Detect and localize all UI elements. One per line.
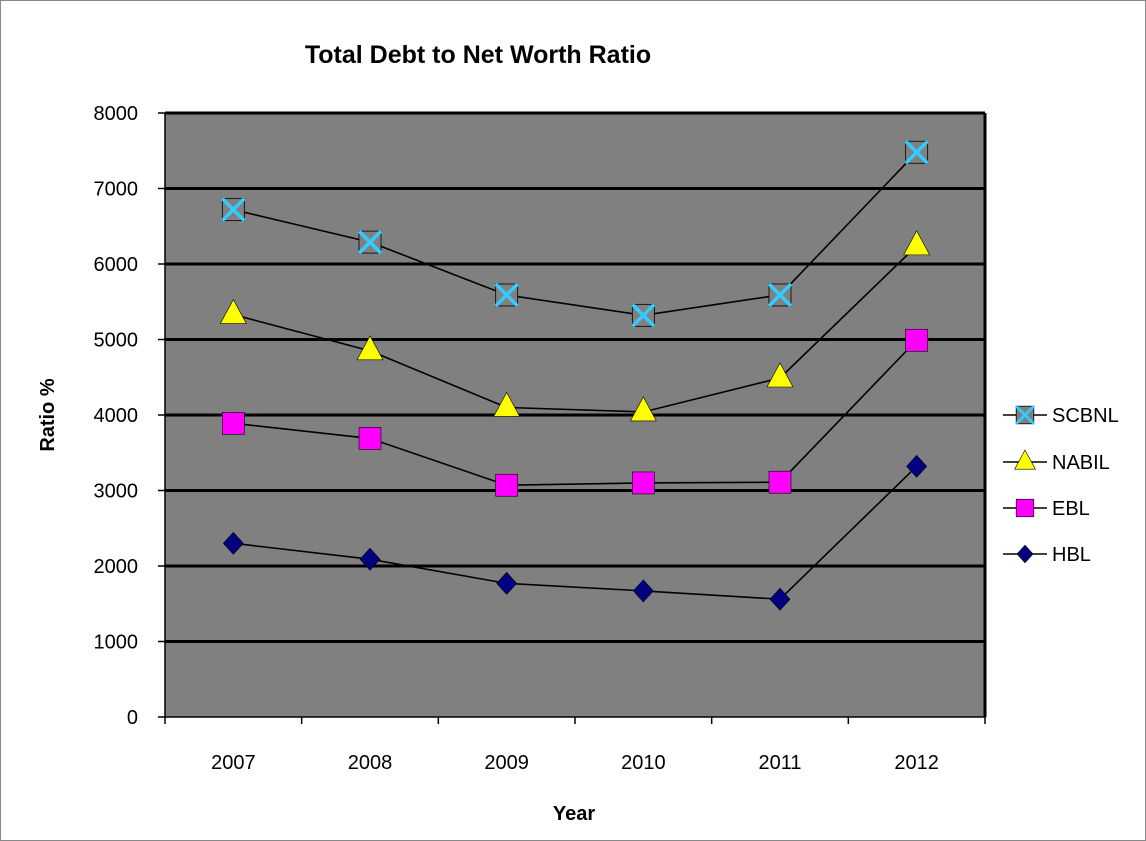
legend-marker-scbnl <box>1015 405 1035 425</box>
data-point-nabil <box>219 298 247 324</box>
data-point-ebl <box>632 471 655 495</box>
chart-title: Total Debt to Net Worth Ratio <box>305 41 651 69</box>
marker-stroke <box>767 282 793 308</box>
plot-area: 0 1000 2000 3000 4000 5000 6000 7000 8000 2007 200… <box>94 103 987 774</box>
data-point-scbnl <box>767 282 793 308</box>
data-point-nabil <box>766 362 794 388</box>
y-tick-label: 3000 <box>94 481 139 503</box>
x-axis-title: Year <box>553 803 595 825</box>
x-tick-label: 2009 <box>484 752 529 774</box>
data-point-nabil <box>629 396 657 422</box>
legend: SCBNL NABIL EBL HBL <box>1003 405 1119 566</box>
data-point-nabil <box>493 391 521 417</box>
data-point-hbl <box>222 531 244 555</box>
legend-marker-hbl <box>1016 544 1034 564</box>
y-tick-label: 8000 <box>94 103 139 125</box>
series-line-hbl <box>233 465 918 601</box>
legend-item-hbl: HBL <box>1003 544 1091 566</box>
y-tick-label: 0 <box>127 707 138 729</box>
data-point-hbl <box>496 571 518 595</box>
data-point-ebl <box>358 427 382 450</box>
data-point-ebl <box>905 328 928 352</box>
x-tick-label: 2007 <box>211 752 256 774</box>
legend-label-nabil: NABIL <box>1052 452 1110 474</box>
y-tick-label: 1000 <box>94 632 139 654</box>
series-line-nabil <box>233 245 918 413</box>
x-tick-label: 2011 <box>758 752 801 774</box>
data-point-nabil <box>903 230 931 256</box>
data-point-ebl <box>222 412 245 435</box>
legend-item-scbnl: SCBNL <box>1003 405 1119 427</box>
y-tick-label: 7000 <box>94 179 139 201</box>
y-tick-label: 4000 <box>94 405 139 427</box>
data-point-hbl <box>769 587 791 611</box>
marker-stroke <box>494 282 519 308</box>
x-tick-label: 2010 <box>621 752 666 774</box>
legend-label-scbnl: SCBNL <box>1052 405 1119 427</box>
y-tick-label: 6000 <box>94 254 139 276</box>
data-point-scbnl <box>494 282 519 308</box>
marker-stroke <box>357 229 383 255</box>
data-point-ebl <box>768 470 792 494</box>
marker-stroke <box>221 197 246 222</box>
marker-stroke <box>631 303 656 328</box>
data-point-hbl <box>359 547 381 571</box>
legend-item-nabil: NABIL <box>1003 449 1110 474</box>
data-point-hbl <box>632 579 654 603</box>
marker-stroke <box>1015 405 1035 425</box>
data-point-nabil <box>356 335 384 361</box>
data-point-scbnl <box>631 303 656 328</box>
legend-item-ebl: EBL <box>1003 498 1090 520</box>
series-line-scbnl <box>233 151 918 317</box>
series-line-ebl <box>233 339 918 487</box>
legend-label-ebl: EBL <box>1052 498 1090 520</box>
data-point-scbnl <box>904 140 929 165</box>
legend-marker-ebl <box>1015 498 1035 518</box>
x-tick-label: 2012 <box>894 752 939 774</box>
y-tick-label: 2000 <box>94 556 139 578</box>
data-point-hbl <box>906 454 928 478</box>
legend-label-hbl: HBL <box>1052 544 1091 566</box>
y-axis-title: Ratio % <box>37 378 59 452</box>
x-tick-label: 2008 <box>348 752 393 774</box>
legend-marker-nabil <box>1014 449 1036 470</box>
y-tick-label: 5000 <box>94 330 139 352</box>
data-point-ebl <box>495 473 518 497</box>
data-point-scbnl <box>221 197 246 222</box>
marker-stroke <box>904 140 929 165</box>
data-point-scbnl <box>357 229 383 255</box>
